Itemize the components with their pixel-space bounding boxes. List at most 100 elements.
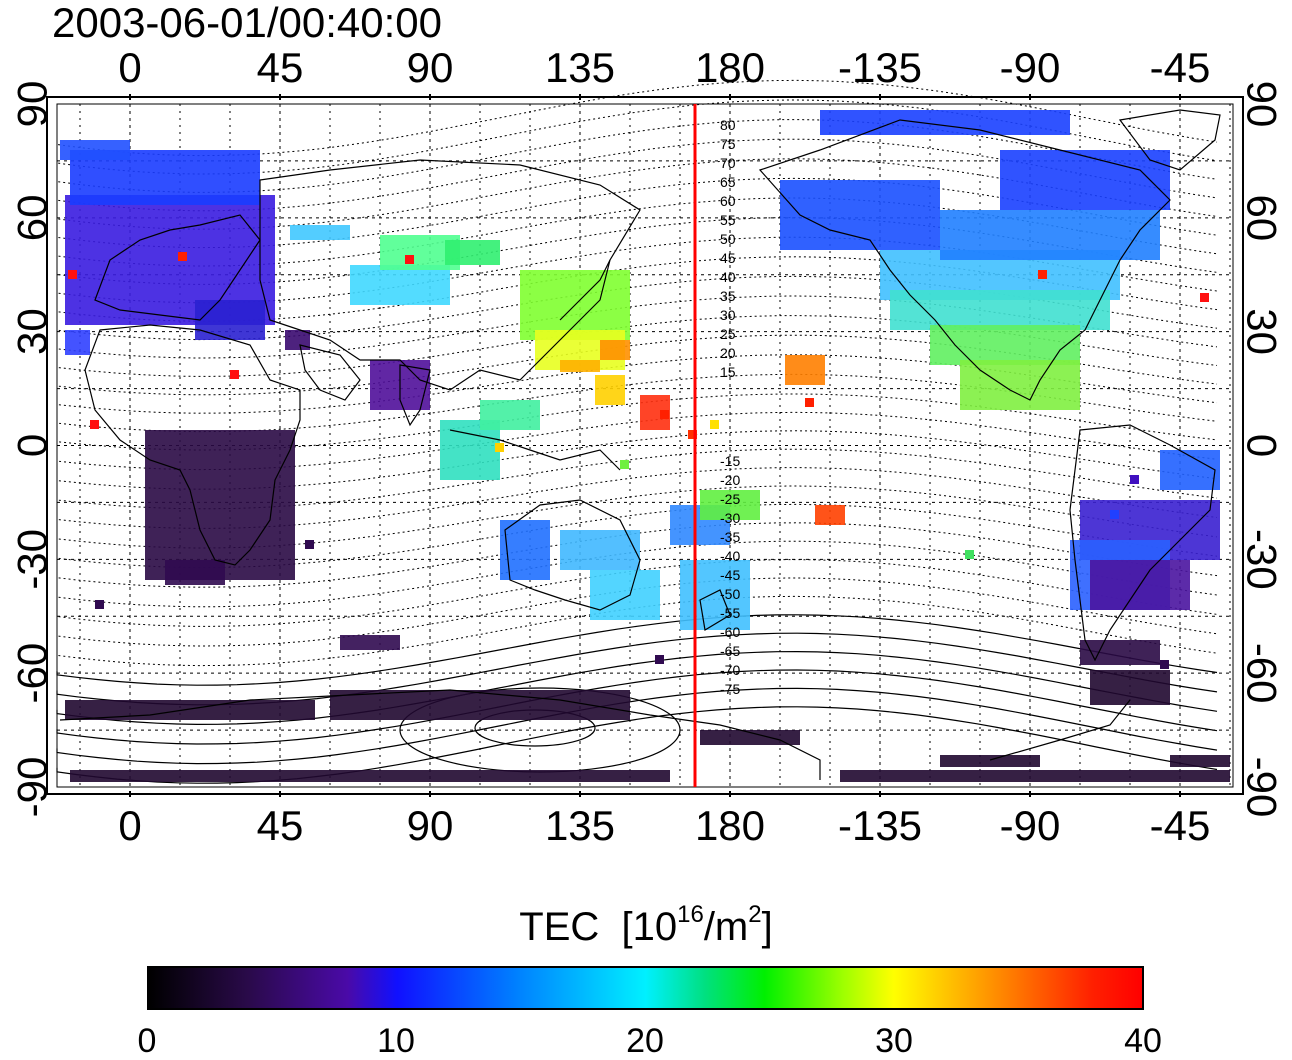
tec-pixel <box>710 420 719 429</box>
tec-pixel <box>1110 510 1119 519</box>
colorbar-tick: 0 <box>137 1022 157 1060</box>
tec-patch <box>780 180 940 250</box>
mlat-contour <box>56 669 1218 745</box>
tec-pixel <box>688 430 697 439</box>
tec-pixel <box>305 540 314 549</box>
lat-tick-left: -60 <box>9 643 56 704</box>
mlat-label-south: -30 <box>720 510 740 526</box>
tec-patch <box>480 400 540 430</box>
lon-tick-mark <box>429 791 431 797</box>
colorbar-tick: 20 <box>626 1022 664 1060</box>
mlat-contour <box>56 411 1218 471</box>
mlat-label-north: 30 <box>720 307 736 323</box>
mlat-label-north: 45 <box>720 250 736 266</box>
magnetic-latitude-labels: 80 75 70 65 60 55 50 45 40 35 30 25 20 15 -15 -20 -25 -30… <box>720 117 740 697</box>
unit-exponent-2: 2 <box>748 901 762 928</box>
coastlines <box>59 109 1221 780</box>
lon-tick-mark <box>129 791 131 797</box>
tec-pixel <box>805 398 814 407</box>
tec-patch <box>590 570 660 620</box>
lon-tick-bottom: 90 <box>407 802 454 849</box>
latitude-ticks-right: 90 60 30 0 -30 -60 -90 <box>1239 81 1286 818</box>
mlat-label-south: -15 <box>720 453 740 469</box>
tec-patch <box>165 560 225 585</box>
mlat-contour <box>56 522 1218 588</box>
tec-pixel <box>1160 660 1169 669</box>
unit-end: ] <box>761 905 773 949</box>
lat-tick-right: 60 <box>1239 194 1286 241</box>
longitude-ticks-bottom: 0 45 90 135 180 -135 -90 -45 <box>118 791 1210 849</box>
colorbar-tick: 10 <box>377 1022 415 1060</box>
tec-patch <box>195 300 265 340</box>
coastline <box>1069 424 1216 662</box>
tec-patch <box>65 700 315 720</box>
lon-tick-mark <box>429 94 431 100</box>
mlat-label-south: -60 <box>720 624 740 640</box>
tec-patch <box>820 110 1070 135</box>
lat-tick-right: -90 <box>1239 757 1286 818</box>
tec-patch <box>285 330 310 350</box>
mlat-contour <box>56 295 1218 359</box>
mlat-contour <box>56 559 1218 627</box>
lon-tick-mark <box>129 94 131 100</box>
tec-patch <box>940 210 1160 260</box>
lat-tick-right: 90 <box>1239 81 1286 128</box>
lat-tick-left: 90 <box>9 81 56 128</box>
lat-tick-right: -60 <box>1239 643 1286 704</box>
tec-patch <box>840 770 1230 782</box>
tec-patch <box>1080 640 1160 665</box>
tec-patch <box>560 360 600 372</box>
tec-patch <box>65 330 90 355</box>
tec-pixel <box>95 600 104 609</box>
lon-tick-mark <box>879 94 881 100</box>
mlat-label-south: -35 <box>720 529 740 545</box>
mlat-label-south: -20 <box>720 472 740 488</box>
lon-tick-mark <box>879 791 881 797</box>
tec-patch <box>595 375 625 405</box>
lon-tick-mark <box>729 791 731 797</box>
timestamp-title: 2003-06-01/00:40:00 <box>52 0 442 46</box>
lat-tick-left: 60 <box>9 194 56 241</box>
tec-pixel <box>178 252 187 261</box>
mlat-label-south: -40 <box>720 548 740 564</box>
coastline <box>758 119 1171 401</box>
tec-pixel <box>1130 475 1139 484</box>
lon-tick-bottom: 0 <box>118 802 141 849</box>
mlat-label-north: 25 <box>720 326 736 342</box>
lon-tick-mark <box>579 791 581 797</box>
mlat-contour <box>56 577 1218 647</box>
unit-exponent: 16 <box>677 901 704 928</box>
mlat-contour <box>56 393 1218 451</box>
tec-patch <box>500 520 550 580</box>
tec-patch <box>560 530 640 570</box>
tec-patch <box>890 290 1110 330</box>
tec-pixel <box>620 460 629 469</box>
mlat-label-north: 75 <box>720 136 736 152</box>
colorbar-tick: 40 <box>1124 1022 1162 1060</box>
tec-patch <box>290 225 350 240</box>
colorbar-title-text: TEC <box>519 905 600 949</box>
mlat-label-south: -55 <box>720 605 740 621</box>
mlat-label-north: 35 <box>720 288 736 304</box>
coastline <box>1118 109 1221 171</box>
colorbar-title: TEC [1016/m2] <box>0 903 1292 950</box>
mlat-label-north: 50 <box>720 231 736 247</box>
coastline <box>259 159 641 391</box>
mlat-contour <box>56 706 1218 784</box>
mlat-label-north: 60 <box>720 193 736 209</box>
tec-pixel <box>1200 293 1209 302</box>
tec-pixel <box>965 550 974 559</box>
unit-base: [10 <box>621 905 678 949</box>
lon-tick-mark <box>279 791 281 797</box>
lon-tick-bottom: -90 <box>1000 802 1061 849</box>
lat-tick-left: 0 <box>9 434 56 457</box>
coastline <box>504 499 641 611</box>
tec-patch <box>340 635 400 650</box>
mlat-label-north: 70 <box>720 155 736 171</box>
lon-tick-top: 90 <box>407 44 454 91</box>
lat-tick-right: -30 <box>1239 529 1286 590</box>
tec-patch <box>445 240 500 265</box>
mlat-label-north: 55 <box>720 212 736 228</box>
mlat-label-north: 40 <box>720 269 736 285</box>
tec-data-patches <box>60 110 1230 782</box>
